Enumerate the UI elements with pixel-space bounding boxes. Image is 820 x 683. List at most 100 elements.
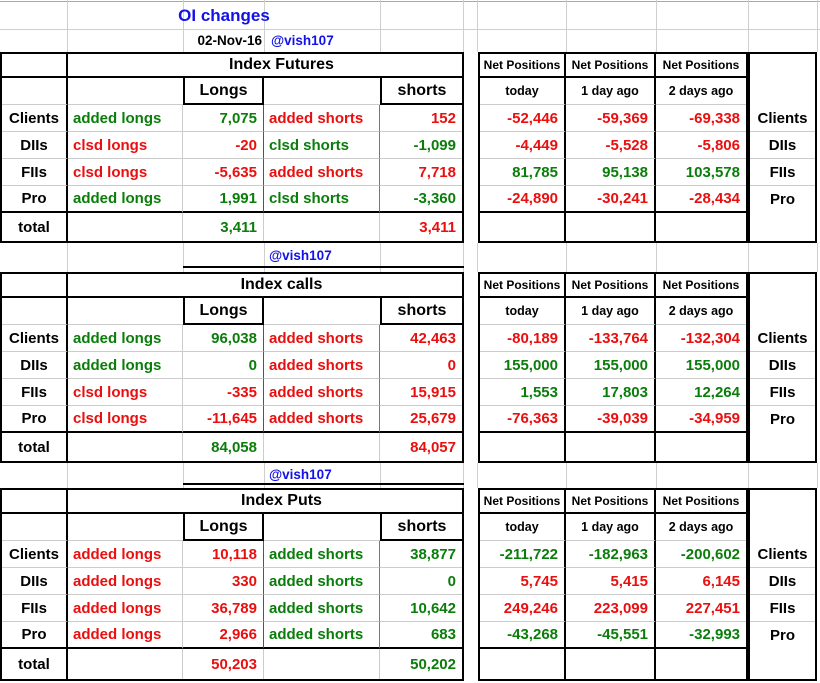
net-period-cell[interactable]: 2 days ago	[656, 298, 746, 325]
net-value-cell[interactable]: 95,138	[566, 159, 656, 186]
vish-handle-cell[interactable]: @vish107	[269, 248, 332, 263]
net-value-cell[interactable]: 155,000	[656, 352, 746, 379]
net-period-cell[interactable]: today	[480, 298, 566, 325]
date-cell[interactable]: 02-Nov-16	[197, 33, 262, 48]
short-value-cell[interactable]: 7,718	[380, 159, 462, 186]
net-value-cell[interactable]: -132,304	[656, 325, 746, 352]
net-header-cell[interactable]: Net Positions	[656, 274, 746, 298]
short-value-cell[interactable]: 25,679	[380, 406, 462, 433]
net-value-cell[interactable]: 5,415	[566, 568, 656, 595]
row-label-cell[interactable]: Clients	[2, 105, 68, 132]
long-action-cell[interactable]: clsd longs	[68, 132, 183, 159]
longs-header-cell[interactable]: Longs	[183, 78, 264, 105]
net-value-cell[interactable]: 6,145	[656, 568, 746, 595]
long-action-cell[interactable]: added longs	[68, 595, 183, 622]
short-action-cell[interactable]: added shorts	[264, 568, 380, 595]
long-action-cell[interactable]: added longs	[68, 352, 183, 379]
net-period-cell[interactable]: 1 day ago	[566, 78, 656, 105]
long-value-cell[interactable]: 2,966	[183, 622, 264, 649]
right-label-cell[interactable]: FIIs	[750, 379, 815, 406]
right-label-cell[interactable]: Pro	[769, 411, 795, 428]
top-title[interactable]: OI changes	[178, 6, 270, 25]
right-label-cell[interactable]: FIIs	[750, 159, 815, 186]
row-label-cell[interactable]: FIIs	[2, 159, 68, 186]
right-label-cell[interactable]: Pro	[769, 627, 795, 644]
total-long-cell[interactable]: 50,203	[183, 649, 264, 679]
net-value-cell[interactable]: -69,338	[656, 105, 746, 132]
short-value-cell[interactable]: 152	[380, 105, 462, 132]
right-label-cell[interactable]: FIIs	[750, 595, 815, 622]
right-label-cell[interactable]: Clients	[750, 325, 815, 352]
net-value-cell[interactable]: 227,451	[656, 595, 746, 622]
net-period-cell[interactable]: 2 days ago	[656, 78, 746, 105]
short-value-cell[interactable]: -1,099	[380, 132, 462, 159]
net-value-cell[interactable]: -34,959	[656, 406, 746, 433]
total-short-cell[interactable]: 3,411	[419, 218, 456, 236]
long-action-cell[interactable]: clsd longs	[68, 379, 183, 406]
short-action-cell[interactable]: added shorts	[264, 325, 380, 352]
net-value-cell[interactable]: 1,553	[480, 379, 566, 406]
net-value-cell[interactable]: -4,449	[480, 132, 566, 159]
long-value-cell[interactable]: -11,645	[183, 406, 264, 433]
net-header-cell[interactable]: Net Positions	[566, 54, 656, 78]
handle-cell[interactable]: @vish107	[271, 33, 334, 48]
net-header-cell[interactable]: Net Positions	[656, 54, 746, 78]
net-value-cell[interactable]: 155,000	[480, 352, 566, 379]
net-value-cell[interactable]: -28,434	[656, 186, 746, 213]
row-label-cell[interactable]: DIIs	[2, 132, 68, 159]
total-long-cell[interactable]: 3,411	[183, 213, 264, 241]
row-label-cell[interactable]: Pro	[2, 406, 68, 433]
long-action-cell[interactable]: clsd longs	[68, 406, 183, 433]
long-value-cell[interactable]: 7,075	[183, 105, 264, 132]
net-period-cell[interactable]: today	[480, 514, 566, 541]
net-value-cell[interactable]: -45,551	[566, 622, 656, 649]
net-header-cell[interactable]: Net Positions	[480, 490, 566, 514]
net-period-cell[interactable]: today	[480, 78, 566, 105]
net-value-cell[interactable]: 249,246	[480, 595, 566, 622]
short-action-cell[interactable]: added shorts	[264, 595, 380, 622]
short-value-cell[interactable]: 10,642	[380, 595, 462, 622]
row-label-cell[interactable]: FIIs	[2, 379, 68, 406]
short-action-cell[interactable]: added shorts	[264, 379, 380, 406]
short-value-cell[interactable]: -3,360	[380, 186, 462, 213]
short-action-cell[interactable]: added shorts	[264, 352, 380, 379]
long-value-cell[interactable]: 36,789	[183, 595, 264, 622]
total-long-cell[interactable]: 84,058	[183, 433, 264, 461]
right-label-cell[interactable]: Clients	[750, 541, 815, 568]
net-value-cell[interactable]: -24,890	[480, 186, 566, 213]
long-action-cell[interactable]: clsd longs	[68, 159, 183, 186]
net-value-cell[interactable]: -5,806	[656, 132, 746, 159]
net-header-cell[interactable]: Net Positions	[480, 54, 566, 78]
short-action-cell[interactable]: clsd shorts	[264, 186, 380, 213]
short-action-cell[interactable]: added shorts	[264, 159, 380, 186]
total-short-cell[interactable]: 84,057	[410, 438, 456, 456]
long-action-cell[interactable]: added longs	[68, 541, 183, 568]
row-label-cell[interactable]: Pro	[2, 186, 68, 213]
net-header-cell[interactable]: Net Positions	[480, 274, 566, 298]
longs-header-cell[interactable]: Longs	[183, 514, 264, 541]
total-short-cell[interactable]: 50,202	[410, 655, 456, 673]
shorts-header-cell[interactable]: shorts	[380, 78, 462, 105]
short-value-cell[interactable]: 42,463	[380, 325, 462, 352]
long-action-cell[interactable]: added longs	[68, 105, 183, 132]
long-action-cell[interactable]: added longs	[68, 325, 183, 352]
net-value-cell[interactable]: -76,363	[480, 406, 566, 433]
short-action-cell[interactable]: added shorts	[264, 406, 380, 433]
long-action-cell[interactable]: added longs	[68, 568, 183, 595]
vish-handle-cell[interactable]: @vish107	[269, 467, 332, 482]
shorts-header-cell[interactable]: shorts	[380, 514, 462, 541]
net-value-cell[interactable]: 155,000	[566, 352, 656, 379]
total-label-cell[interactable]: total	[2, 433, 68, 461]
net-period-cell[interactable]: 1 day ago	[566, 298, 656, 325]
row-label-cell[interactable]: Pro	[2, 622, 68, 649]
total-label-cell[interactable]: total	[2, 649, 68, 679]
net-value-cell[interactable]: -80,189	[480, 325, 566, 352]
long-action-cell[interactable]: added longs	[68, 622, 183, 649]
long-value-cell[interactable]: 330	[183, 568, 264, 595]
net-header-cell[interactable]: Net Positions	[566, 490, 656, 514]
short-action-cell[interactable]: added shorts	[264, 622, 380, 649]
long-value-cell[interactable]: -20	[183, 132, 264, 159]
short-value-cell[interactable]: 15,915	[380, 379, 462, 406]
long-value-cell[interactable]: 1,991	[183, 186, 264, 213]
long-value-cell[interactable]: 10,118	[183, 541, 264, 568]
